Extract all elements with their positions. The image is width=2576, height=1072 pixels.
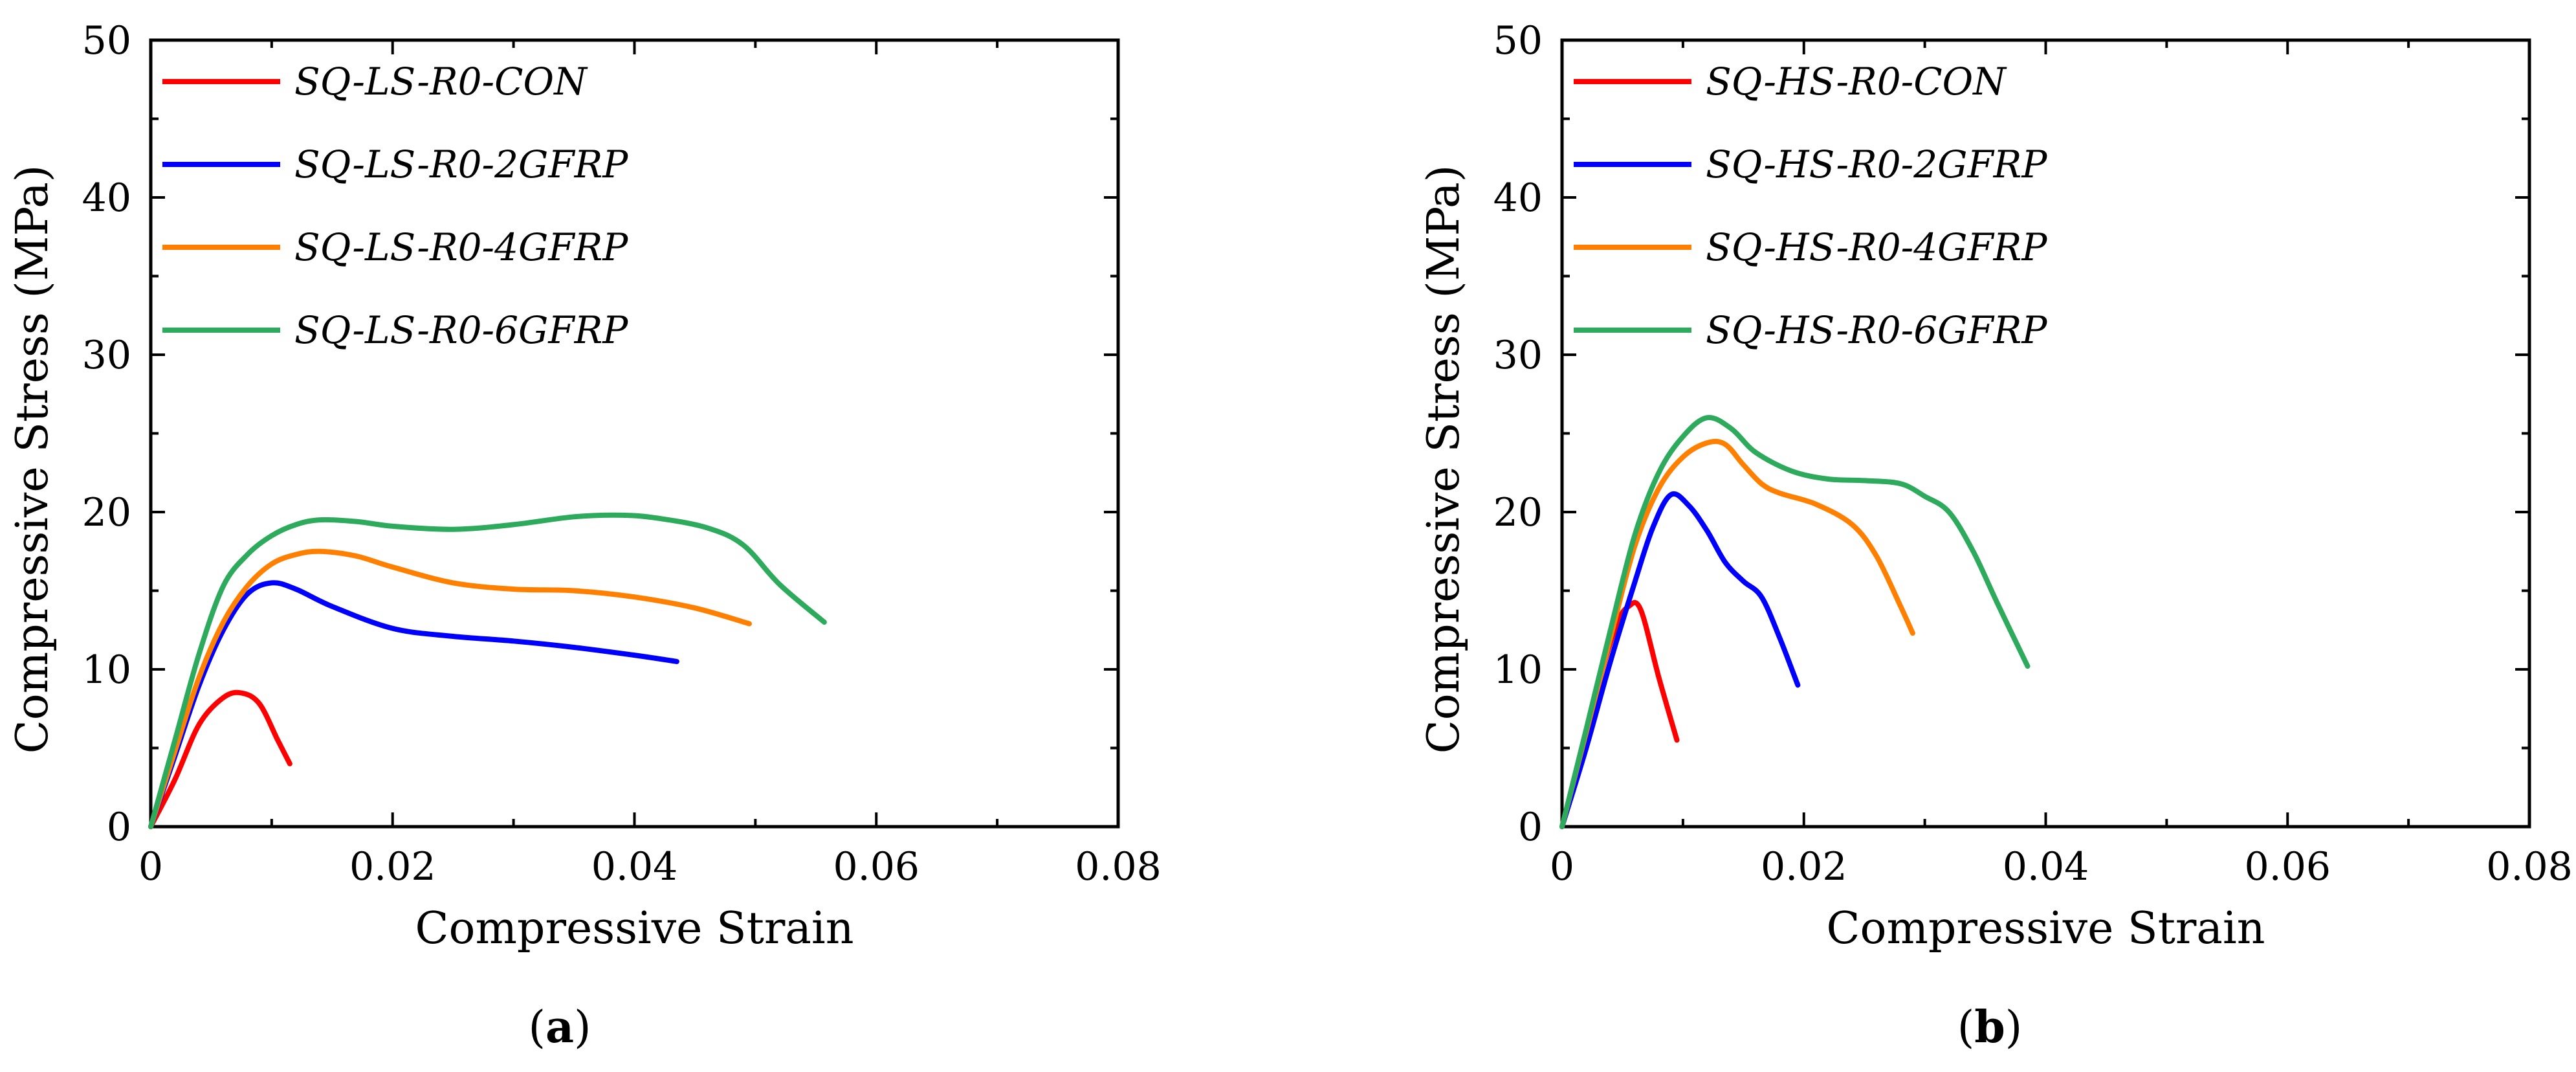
x-tick-label: 0.02 xyxy=(1761,844,1847,889)
x-axis-title: Compressive Strain xyxy=(1826,903,2265,954)
legend-label: SQ-HS-R0-CON xyxy=(1706,60,2007,104)
y-tick-label: 20 xyxy=(82,490,131,535)
y-tick-label: 30 xyxy=(82,333,131,378)
y-tick-label: 50 xyxy=(82,18,131,63)
legend-label: SQ-HS-R0-4GFRP xyxy=(1706,225,2047,269)
caption-b: (b) xyxy=(1957,1001,2023,1053)
x-tick-label: 0 xyxy=(1550,844,1574,889)
legend-label: SQ-LS-R0-6GFRP xyxy=(294,308,628,352)
series-line-3 xyxy=(148,548,752,829)
series-line-1 xyxy=(148,689,292,829)
y-tick-label: 40 xyxy=(1493,175,1543,221)
series-line-2 xyxy=(1559,491,1801,829)
y-tick-label: 10 xyxy=(1493,647,1543,693)
legend-label: SQ-HS-R0-2GFRP xyxy=(1706,142,2047,186)
y-tick-label: 0 xyxy=(107,805,131,850)
x-tick-label: 0.06 xyxy=(2244,844,2331,889)
chart-b: 0 0.02 0.04 0.06 0.08 0 10 20 30 40 50 Compressive … xyxy=(1418,18,2573,954)
series-line-2 xyxy=(148,580,679,829)
x-axis-title: Compressive Strain xyxy=(415,903,853,954)
x-tick-label: 0.04 xyxy=(591,844,678,889)
x-tick-label: 0.08 xyxy=(2486,844,2573,889)
y-tick-label: 40 xyxy=(82,175,131,221)
x-tick-label: 0.04 xyxy=(2003,844,2089,889)
y-tick-label: 30 xyxy=(1493,333,1543,378)
series-line-4 xyxy=(148,512,827,829)
y-tick-label: 0 xyxy=(1518,805,1543,850)
y-axis-title: Compressive Stress (MPa) xyxy=(1418,165,1470,754)
legend-label: SQ-LS-R0-CON xyxy=(294,60,588,104)
caption-a: (a) xyxy=(528,1001,591,1053)
series-line-4 xyxy=(1559,414,2031,829)
x-tick-label: 0.06 xyxy=(833,844,919,889)
y-tick-label: 10 xyxy=(82,647,131,693)
y-tick-label: 50 xyxy=(1493,18,1543,63)
x-tick-label: 0.08 xyxy=(1075,844,1161,889)
legend-label: SQ-HS-R0-6GFRP xyxy=(1706,308,2047,352)
chart-a: 0 0.02 0.04 0.06 0.08 0 10 20 30 40 50 Compressive … xyxy=(7,18,1161,954)
y-axis-title: Compressive Stress (MPa) xyxy=(7,165,58,754)
legend-label: SQ-LS-R0-4GFRP xyxy=(294,225,628,269)
x-tick-label: 0 xyxy=(138,844,163,889)
legend-label: SQ-LS-R0-2GFRP xyxy=(294,142,628,186)
y-tick-label: 20 xyxy=(1493,490,1543,535)
x-tick-label: 0.02 xyxy=(349,844,436,889)
